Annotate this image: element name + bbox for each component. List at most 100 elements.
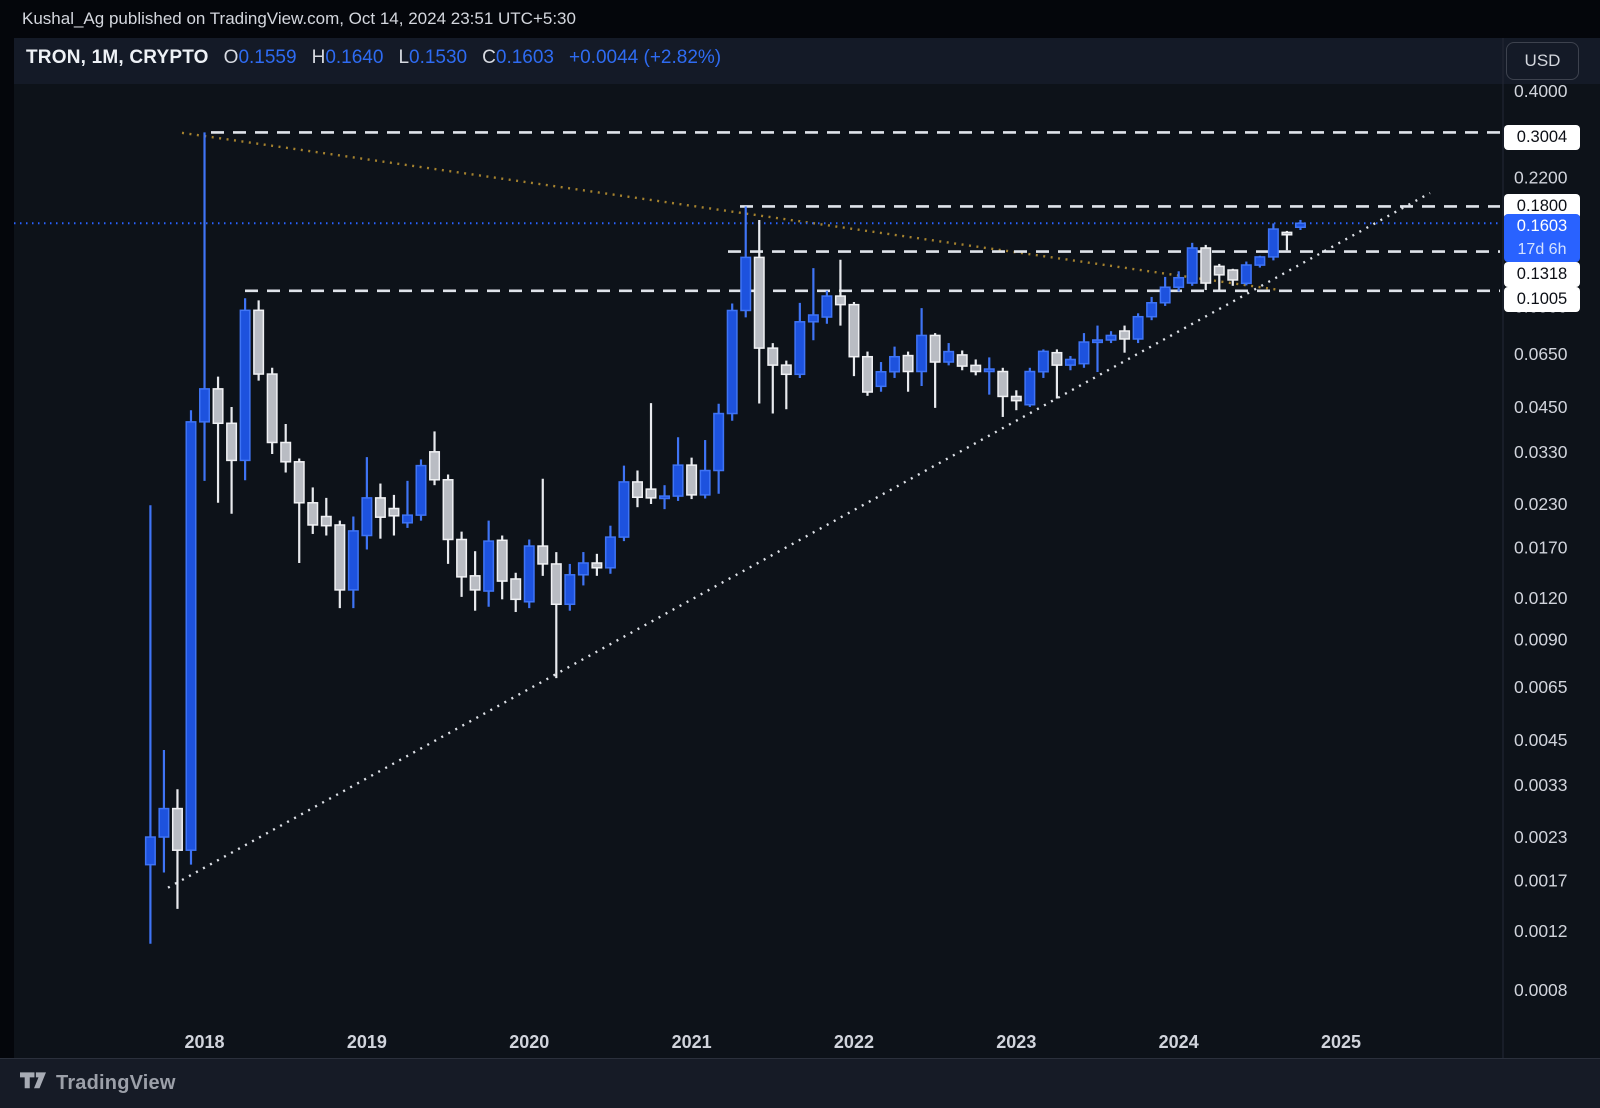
price-tick-label: 0.0045 xyxy=(1514,730,1568,750)
candle-body-2018-11 xyxy=(334,524,346,591)
candle-body-2021-08 xyxy=(780,364,792,376)
candle-body-2020-04 xyxy=(564,574,576,606)
price-level-pill-2: 0.1318 xyxy=(1504,261,1580,287)
currency-toggle-button[interactable]: USD xyxy=(1506,42,1579,80)
candle-body-2024-04 xyxy=(1213,265,1225,276)
candle-body-2018-02 xyxy=(212,388,224,425)
year-label-2022[interactable]: 2022 xyxy=(834,1032,874,1052)
price-tick-label: 0.0170 xyxy=(1514,538,1568,558)
candle-body-2024-03 xyxy=(1200,247,1212,284)
candle-body-2018-05 xyxy=(253,309,265,375)
trendline-ascending-support xyxy=(167,191,1431,889)
candle-body-2020-01 xyxy=(523,545,535,603)
candle-body-2020-05 xyxy=(577,562,589,576)
symbol-info-bar: TRON, 1M, CRYPTO O 0.1559 H 0.1640 L 0.1530… xyxy=(26,47,721,69)
candle-body-2017-12 xyxy=(185,421,197,851)
candle-body-2022-10 xyxy=(970,364,982,373)
price-tick-label: 0.4000 xyxy=(1514,81,1568,101)
candle-body-2019-12 xyxy=(510,578,522,601)
candle-body-2023-02 xyxy=(1024,370,1036,406)
current-price-pill: 0.1603 17d 6h xyxy=(1504,214,1580,262)
price-level-pill-3: 0.1005 xyxy=(1504,286,1580,312)
candle-body-2023-04 xyxy=(1051,351,1063,366)
price-tick-label: 0.0008 xyxy=(1514,980,1568,1000)
price-tick-label: 0.0090 xyxy=(1514,630,1568,650)
candle-body-2023-12 xyxy=(1159,286,1171,304)
candle-body-2020-11 xyxy=(659,495,671,500)
candle-body-2020-07 xyxy=(604,536,616,569)
candle-body-2023-07 xyxy=(1092,339,1103,344)
current-price-value: 0.1603 xyxy=(1516,217,1568,235)
candle-body-2019-05 xyxy=(415,464,427,516)
candle-body-2021-06 xyxy=(753,256,765,349)
candle-body-2024-10 xyxy=(1294,222,1306,229)
year-label-2025[interactable]: 2025 xyxy=(1321,1032,1361,1052)
candle-body-2024-08 xyxy=(1267,228,1279,258)
candle-body-2023-05 xyxy=(1064,358,1076,366)
ohlc-close: C 0.1603 xyxy=(482,47,554,68)
candle-body-2021-01 xyxy=(686,464,698,496)
candle-body-2019-09 xyxy=(469,575,481,591)
candle-body-2021-10 xyxy=(807,314,819,323)
year-label-2021[interactable]: 2021 xyxy=(672,1032,712,1052)
candle-body-2020-06 xyxy=(591,562,603,569)
candle-body-2022-08 xyxy=(943,350,955,363)
candle-body-2018-08 xyxy=(293,461,305,504)
tradingview-brand-link[interactable]: TradingView xyxy=(56,1072,176,1094)
candle-body-2022-06 xyxy=(916,334,928,373)
bar-countdown: 17d 6h xyxy=(1517,241,1567,258)
candle-body-2022-12 xyxy=(997,370,1009,398)
publisher-text: Kushal_Ag published on TradingView.com, … xyxy=(22,9,576,28)
price-tick-label: 0.2200 xyxy=(1514,167,1568,187)
candle-body-2023-06 xyxy=(1078,341,1090,365)
candle-body-2021-07 xyxy=(767,347,779,366)
candle-body-2021-11 xyxy=(821,295,833,318)
price-tick-label: 0.0230 xyxy=(1514,494,1568,514)
candle-body-2020-10 xyxy=(645,488,657,499)
candle-body-2018-03 xyxy=(226,422,238,462)
price-tick-label: 0.0017 xyxy=(1514,871,1568,891)
year-label-2020[interactable]: 2020 xyxy=(509,1032,549,1052)
year-label-2019[interactable]: 2019 xyxy=(347,1032,387,1052)
candle-body-2020-08 xyxy=(618,481,630,538)
candle-body-2020-02 xyxy=(537,545,549,565)
candle-body-2021-03 xyxy=(713,412,725,472)
candle-body-2021-09 xyxy=(794,321,806,376)
candle-body-2021-04 xyxy=(726,309,738,415)
candle-body-2017-10 xyxy=(158,807,170,838)
candle-body-2024-05 xyxy=(1227,269,1239,281)
price-tick-label: 0.0330 xyxy=(1514,442,1568,462)
year-label-2018[interactable]: 2018 xyxy=(184,1032,224,1052)
candle-body-2019-11 xyxy=(496,539,508,582)
candle-body-2019-10 xyxy=(483,540,495,592)
candle-body-2024-07 xyxy=(1254,256,1266,266)
tradingview-logo-icon[interactable] xyxy=(20,1069,46,1098)
price-tick-label: 0.0450 xyxy=(1514,397,1568,417)
candle-body-2019-06 xyxy=(429,451,441,481)
year-label-2023[interactable]: 2023 xyxy=(996,1032,1036,1052)
price-tick-label: 0.0065 xyxy=(1514,677,1568,697)
candle-body-2023-10 xyxy=(1132,315,1144,340)
price-level-pill-0: 0.3004 xyxy=(1504,124,1580,150)
ohlc-open: O 0.1559 xyxy=(223,47,297,68)
trendline-descending-resistance xyxy=(181,131,1281,292)
footer-bar: TradingView xyxy=(0,1058,1600,1108)
candle-body-2022-07 xyxy=(929,334,941,363)
candle-body-2021-02 xyxy=(699,469,711,496)
candle-body-2023-08 xyxy=(1105,334,1117,341)
year-label-2024[interactable]: 2024 xyxy=(1159,1032,1199,1052)
candle-body-2019-02 xyxy=(374,497,386,518)
candle-body-2018-09 xyxy=(307,502,319,526)
candle-body-2024-01 xyxy=(1173,276,1185,288)
publisher-bar: Kushal_Ag published on TradingView.com, … xyxy=(0,0,1600,38)
candle-body-2021-12 xyxy=(834,295,846,306)
candle-body-2022-01 xyxy=(848,303,860,358)
chart-panel xyxy=(14,38,1600,1058)
symbol-strip xyxy=(14,38,1600,84)
candle-body-2022-05 xyxy=(902,354,914,373)
candle-body-2021-05 xyxy=(740,256,752,312)
candle-body-2019-01 xyxy=(361,497,373,537)
candle-body-2018-12 xyxy=(347,530,359,591)
candle-body-2020-03 xyxy=(550,563,562,606)
